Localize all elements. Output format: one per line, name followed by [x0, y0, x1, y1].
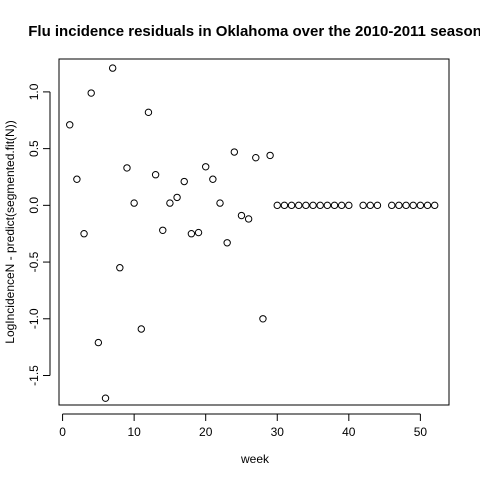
data-point [316, 201, 324, 210]
data-point [430, 201, 439, 210]
data-point [73, 175, 81, 183]
data-point [230, 148, 239, 156]
data-point [80, 230, 88, 238]
data-point [309, 201, 317, 210]
data-point [123, 164, 131, 172]
data-point [144, 108, 153, 117]
data-point [395, 201, 403, 210]
data-point [194, 228, 203, 237]
data-point [330, 201, 339, 210]
data-point [137, 325, 145, 333]
data-point [209, 175, 217, 183]
x-tick-label: 30 [271, 425, 285, 439]
x-axis-label: week [240, 452, 270, 466]
x-tick-label: 20 [199, 425, 213, 439]
data-point [259, 315, 267, 323]
chart-title: Flu incidence residuals in Oklahoma over… [28, 23, 480, 40]
data-points [66, 64, 439, 402]
data-point [373, 201, 382, 210]
x-axis: 0 10 20 30 40 50 [59, 413, 428, 439]
y-tick-label: 0.5 [27, 140, 41, 157]
data-point [159, 226, 167, 234]
data-point [280, 201, 289, 210]
data-point [108, 64, 117, 72]
data-point [388, 201, 396, 210]
data-point [402, 201, 410, 210]
data-point [273, 201, 281, 210]
data-point [423, 201, 432, 210]
y-tick-label: -1.0 [27, 308, 41, 329]
data-point [266, 151, 274, 160]
data-point [173, 193, 181, 202]
data-point [201, 163, 210, 171]
data-point [287, 201, 296, 210]
data-point [223, 239, 231, 247]
data-point [94, 338, 103, 347]
y-axis: -1.5 -1.0 -0.5 0.0 0.5 1.0 [27, 83, 51, 386]
y-tick-label: 1.0 [27, 83, 41, 100]
data-point [87, 89, 95, 97]
data-point [252, 153, 260, 162]
data-point [130, 199, 138, 207]
data-point [244, 215, 253, 223]
data-point [101, 394, 110, 402]
y-tick-label: 0.0 [27, 197, 41, 214]
data-point [151, 171, 160, 179]
x-tick-label: 0 [59, 425, 66, 439]
data-point [166, 199, 174, 207]
y-tick-label: -1.5 [27, 365, 41, 386]
data-point [337, 201, 346, 210]
data-point [216, 199, 224, 207]
data-point [295, 201, 303, 210]
data-point [323, 201, 332, 210]
data-point [345, 201, 353, 210]
data-point [187, 230, 196, 238]
data-point [366, 201, 374, 210]
data-point [359, 201, 367, 210]
y-axis-label: LogIncidenceN - predict(segmented.fit(N)… [3, 120, 17, 343]
x-tick-label: 40 [342, 425, 356, 439]
data-point [416, 201, 425, 210]
y-tick-label: -0.5 [27, 251, 41, 272]
data-point [180, 177, 188, 186]
data-point [237, 211, 246, 220]
plot-frame [58, 58, 450, 406]
data-point [66, 121, 74, 129]
data-point [409, 201, 417, 210]
x-tick-label: 50 [414, 425, 428, 439]
data-point [116, 264, 124, 272]
data-point [302, 201, 310, 210]
x-tick-label: 10 [127, 425, 141, 439]
